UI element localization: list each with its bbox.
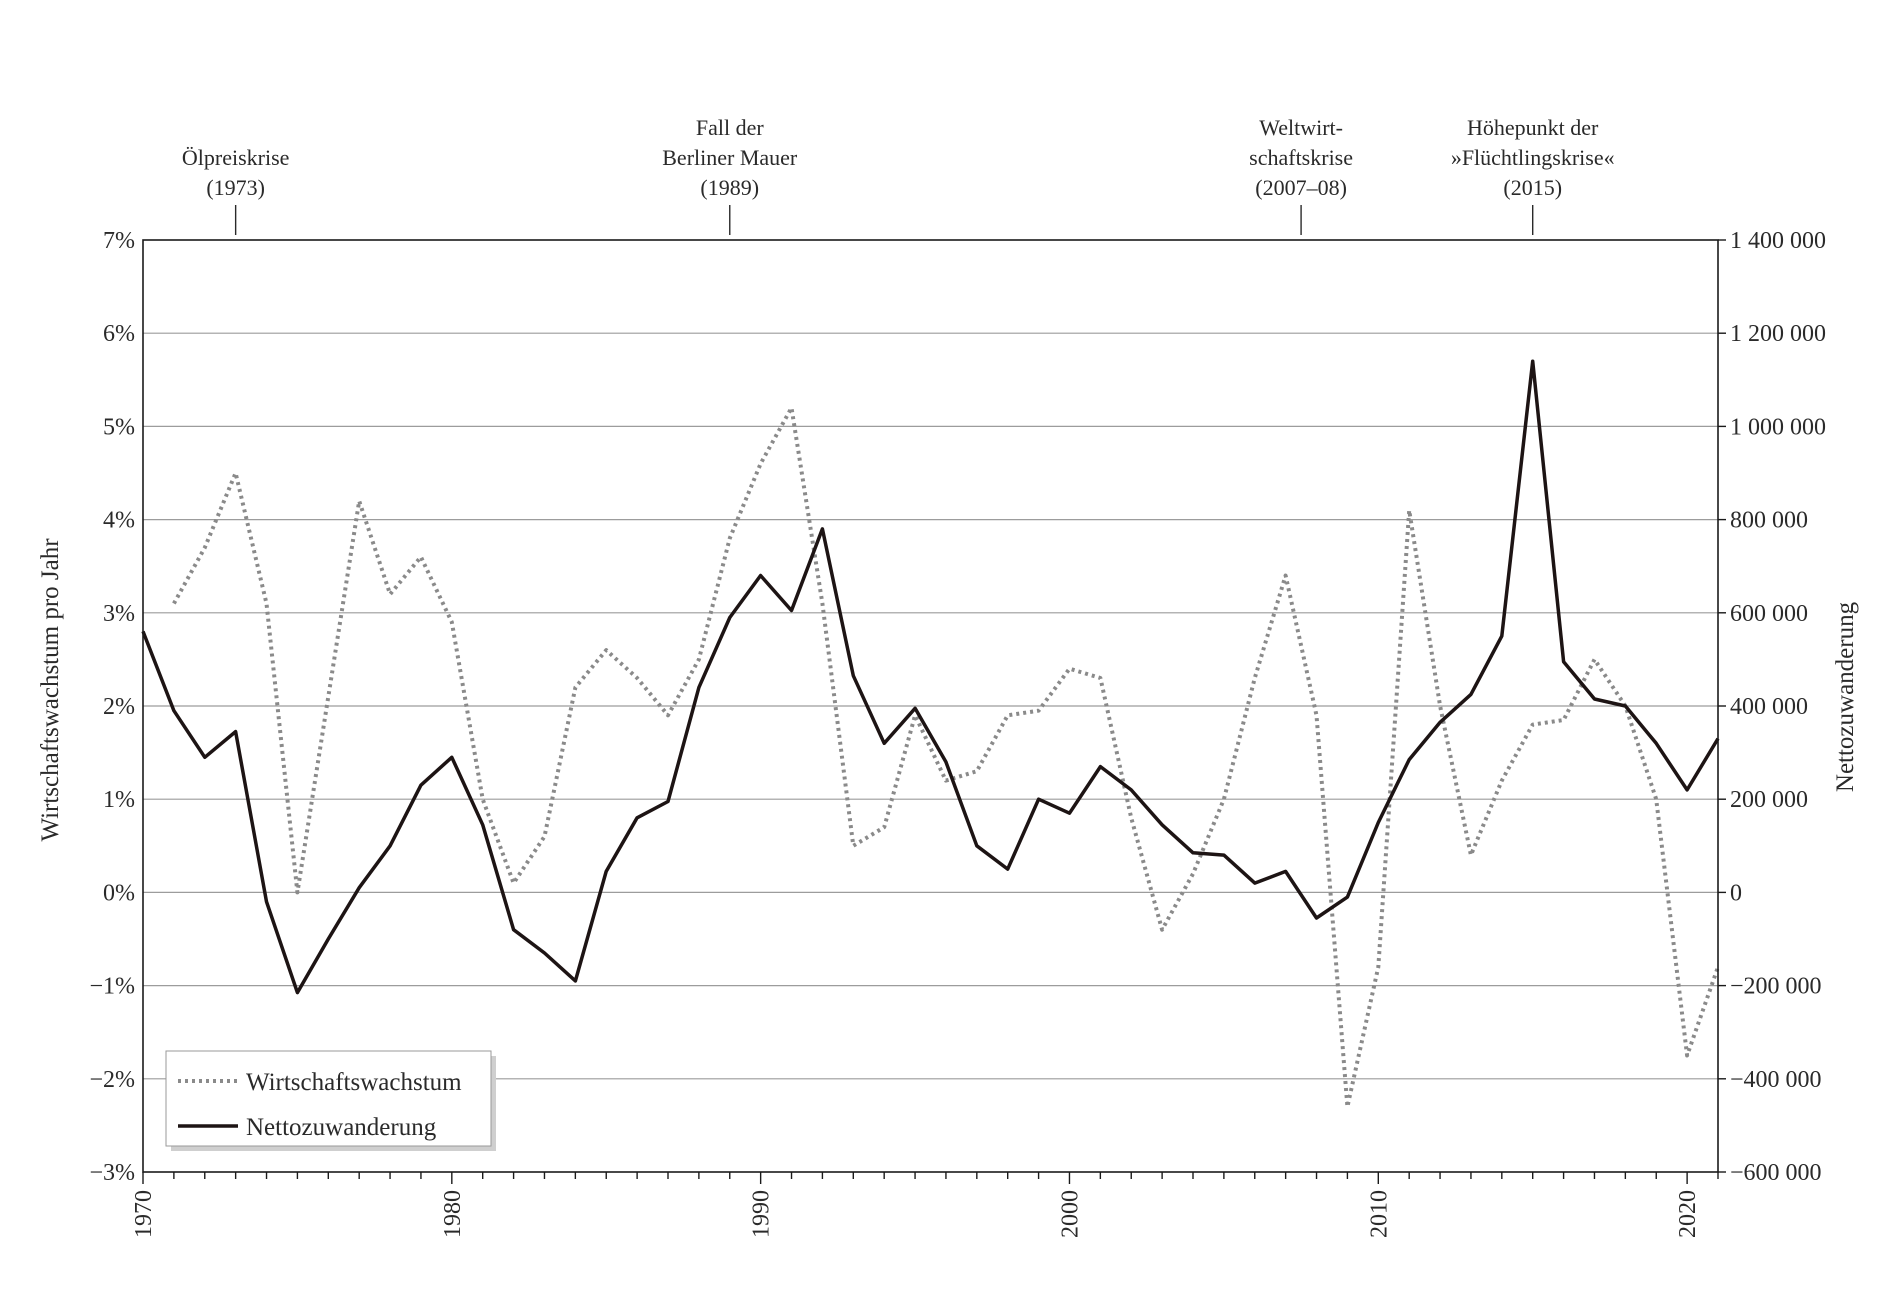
y-left-tick-label: 5% xyxy=(103,414,135,440)
y-left-tick-label: 4% xyxy=(103,508,135,534)
x-tick-label: 2010 xyxy=(1366,1190,1392,1238)
y-left-tick-label: 3% xyxy=(103,601,135,627)
annotation-label: (1973) xyxy=(206,175,265,200)
series-lines xyxy=(141,359,1720,1109)
y-left-tick-label: 7% xyxy=(103,228,135,254)
x-axis-ticks: 1970 1980 1990 2000 2010 2020 xyxy=(131,1172,1719,1238)
y-left-tick-label: 2% xyxy=(103,694,135,720)
left-axis-ticks: −3% −2% −1% 0% 1% 2% 3% 4% 5% 6% 7% xyxy=(89,228,135,1186)
y-right-tick-label: 600 000 xyxy=(1730,601,1808,627)
annotation-label: schaftskrise xyxy=(1249,145,1353,170)
x-tick-label: 1990 xyxy=(749,1190,775,1238)
y-right-tick-label: 400 000 xyxy=(1730,694,1808,720)
y-left-tick-label: 0% xyxy=(103,880,135,906)
legend: Wirtschaftswachstum Nettozuwanderung xyxy=(165,1050,496,1151)
annotation-label: Fall der xyxy=(696,115,764,140)
y-left-tick-label: 1% xyxy=(103,787,135,813)
y-right-tick-label: 0 xyxy=(1730,880,1742,906)
y-left-tick-label: 6% xyxy=(103,321,135,347)
y-axis-label-left: Wirtschaftswachstum pro Jahr xyxy=(37,538,64,842)
y-right-tick-label: −200 000 xyxy=(1730,974,1822,1000)
y-right-tick-label: −400 000 xyxy=(1730,1067,1822,1093)
y-right-tick-label: 1 000 000 xyxy=(1730,414,1826,440)
annotation-label: Ölpreiskrise xyxy=(182,145,290,170)
y-right-tick-label: 200 000 xyxy=(1730,787,1808,813)
annotation-label: (2007–08) xyxy=(1255,175,1347,200)
annotation-label: »Flüchtlingskrise« xyxy=(1451,145,1615,170)
grid-lines xyxy=(143,332,1718,1080)
event-annotations: Ölpreiskrise (1973) Fall der Berliner Mauer… xyxy=(182,115,1615,235)
y-axis-label-right: Nettozuwanderung xyxy=(1832,601,1859,792)
annotation-label: Weltwirt- xyxy=(1259,115,1343,140)
right-axis-ticks: −600 000 −400 000 −200 000 0 200 000 400 000 6… xyxy=(1718,228,1826,1186)
legend-label-nettozuwanderung: Nettozuwanderung xyxy=(246,1114,437,1141)
annotation-label: (2015) xyxy=(1503,175,1562,200)
x-tick-label: 1980 xyxy=(440,1190,466,1238)
x-tick-label: 2000 xyxy=(1057,1190,1083,1238)
y-right-tick-label: 800 000 xyxy=(1730,508,1808,534)
y-left-tick-label: −1% xyxy=(89,974,135,1000)
series-line-nettozuwanderung xyxy=(141,359,1720,995)
annotation-label: Berliner Mauer xyxy=(662,145,798,170)
legend-label-wirtschaftswachstum: Wirtschaftswachstum xyxy=(246,1069,462,1096)
annotation-label: Höhepunkt der xyxy=(1467,115,1599,140)
y-right-tick-label: −600 000 xyxy=(1730,1160,1822,1186)
y-left-tick-label: −2% xyxy=(89,1067,135,1093)
x-tick-label: 2020 xyxy=(1675,1190,1701,1238)
annotation-label: (1989) xyxy=(700,175,759,200)
x-tick-label: 1970 xyxy=(131,1190,157,1238)
y-left-tick-label: −3% xyxy=(89,1160,135,1186)
y-right-tick-label: 1 200 000 xyxy=(1730,321,1826,347)
legend-box xyxy=(165,1050,492,1147)
series-line-wirtschaftswachstum xyxy=(172,405,1720,1109)
y-right-tick-label: 1 400 000 xyxy=(1730,228,1826,254)
